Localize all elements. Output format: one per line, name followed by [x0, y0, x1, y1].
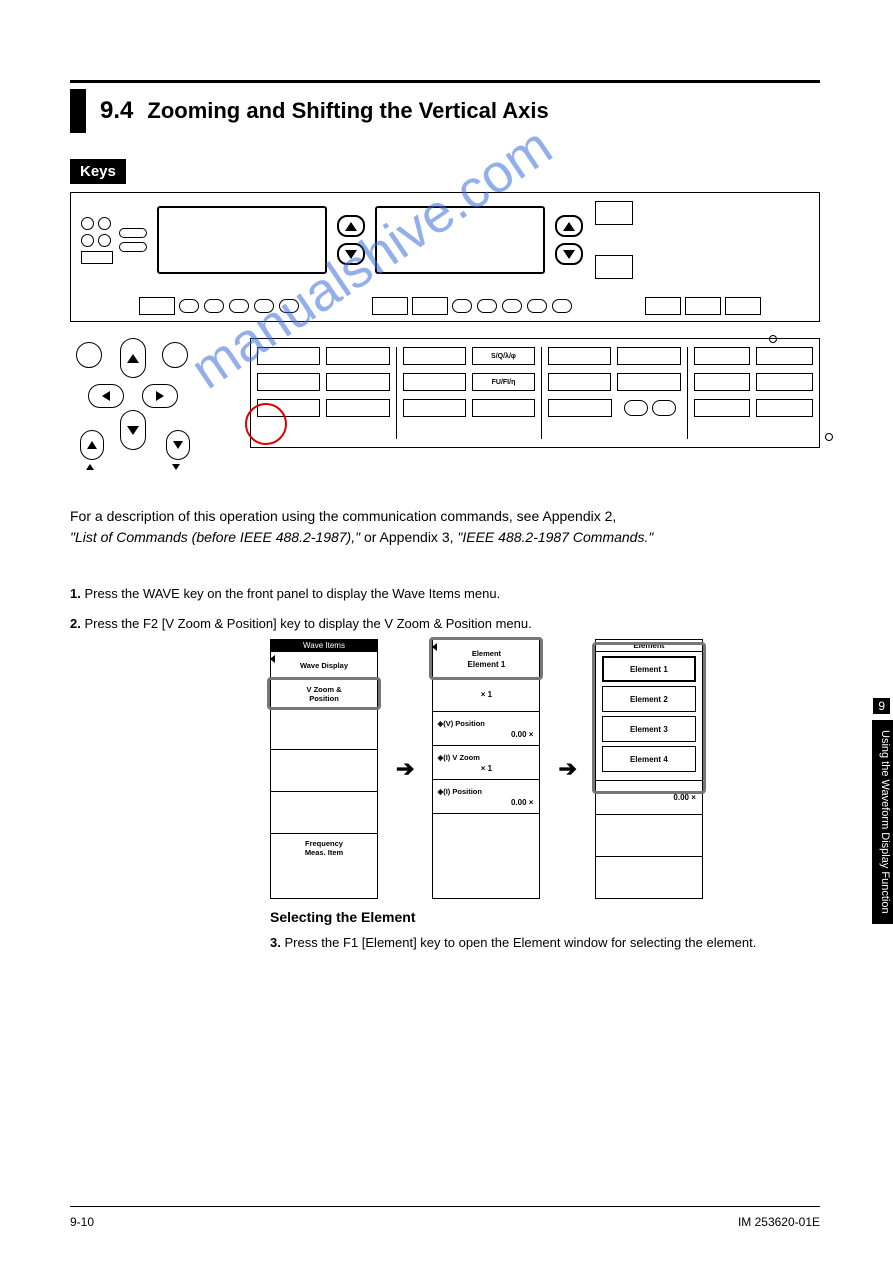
grp2-btn-6[interactable]	[472, 399, 535, 417]
grp4-btn-5[interactable]	[694, 399, 751, 417]
wave-highlight-circle	[245, 403, 287, 445]
grp4-btn-2[interactable]	[756, 347, 813, 365]
grp1-btn-6[interactable]	[326, 399, 389, 417]
grp2-btn-3[interactable]	[403, 373, 466, 391]
menu1-vzoom-position[interactable]: V Zoom &Position	[271, 680, 377, 708]
menu2-i-position[interactable]: ◈(I) Position 0.00 ×	[433, 780, 539, 814]
menu-flow: Wave Items Wave Display V Zoom &Position…	[270, 639, 820, 899]
grp4-btn-1[interactable]	[694, 347, 751, 365]
menu1-empty-1	[271, 708, 377, 750]
grp2-btn-1[interactable]	[403, 347, 466, 365]
step3-num: 3.	[270, 935, 281, 950]
sqlp-button[interactable]: S/Q/λ/φ	[472, 347, 535, 365]
menu2-empty	[433, 814, 539, 856]
page-footer: 9-10 IM 253620-01E	[70, 1215, 820, 1229]
title-block	[70, 89, 86, 133]
up-b-button[interactable]	[555, 215, 583, 237]
top-right-btn-1[interactable]	[595, 201, 633, 225]
step3-text: Press the F1 [Element] key to open the E…	[284, 935, 756, 950]
proc-intro-1: For a description of this operation usin…	[70, 508, 616, 524]
section-number: 9.4	[100, 97, 133, 125]
front-panel-bottom: S/Q/λ/φ FU/FI/η	[70, 338, 820, 478]
selecting-element-heading: Selecting the Element	[270, 909, 820, 925]
element-4[interactable]: Element 4	[602, 746, 696, 772]
grp4-btn-3[interactable]	[694, 373, 751, 391]
step1-text: Press the WAVE key on the front panel to…	[84, 586, 500, 601]
doc-id: IM 253620-01E	[738, 1215, 820, 1229]
chapter-number-tab: 9	[873, 698, 890, 714]
menu2-vzoom[interactable]: × 1	[433, 678, 539, 712]
menu1-wave-display[interactable]: Wave Display	[271, 652, 377, 680]
vzoom-menu: Element Element 1 × 1 ◈(V) Position 0.00…	[432, 639, 540, 899]
grp4-btn-4[interactable]	[756, 373, 813, 391]
element-2[interactable]: Element 2	[602, 686, 696, 712]
grp1-btn-1[interactable]	[257, 347, 320, 365]
menu1-freq-meas[interactable]: FrequencyMeas. Item	[271, 834, 377, 862]
fufi-button[interactable]: FU/FI/η	[472, 373, 535, 391]
page-number: 9-10	[70, 1215, 94, 1229]
grp3-btn-1[interactable]	[548, 347, 611, 365]
document-page: 9.4 Zooming and Shifting the Vertical Ax…	[70, 80, 820, 950]
display-a	[157, 206, 327, 274]
wave-items-menu: Wave Items Wave Display V Zoom &Position…	[270, 639, 378, 899]
grp1-btn-4[interactable]	[326, 373, 389, 391]
function-button-groups: S/Q/λ/φ FU/FI/η	[250, 338, 820, 448]
step2-text: Press the F2 [V Zoom & Position] key to …	[84, 616, 531, 631]
menu2-element[interactable]: Element Element 1	[433, 640, 539, 678]
section-title: Zooming and Shifting the Vertical Axis	[147, 98, 548, 124]
top-rule	[70, 80, 820, 83]
element-3[interactable]: Element 3	[602, 716, 696, 742]
proc-intro-em1: "List of Commands (before IEEE 488.2-198…	[70, 529, 360, 545]
up-a-button[interactable]	[337, 215, 365, 237]
cursor-knob-area	[70, 338, 240, 478]
chapter-title-tab: Using the Waveform Display Function	[872, 720, 893, 924]
grp3-btn-4[interactable]	[617, 373, 680, 391]
procedure-text: For a description of this operation usin…	[70, 506, 820, 633]
menu3-empty-1	[596, 815, 702, 857]
arrow-icon-2: ➔	[558, 756, 576, 782]
grp3-btn-3[interactable]	[548, 373, 611, 391]
proc-intro-mid: or Appendix 3,	[364, 529, 454, 545]
grp3-btn-2[interactable]	[617, 347, 680, 365]
grp3-btn-5[interactable]	[548, 399, 612, 417]
proc-intro-em2: "IEEE 488.2-1987 Commands."	[457, 529, 653, 545]
front-panel-top	[70, 192, 820, 322]
grp1-btn-2[interactable]	[326, 347, 389, 365]
keys-label: Keys	[70, 159, 126, 184]
step2-num: 2.	[70, 616, 81, 631]
element-1[interactable]: Element 1	[602, 656, 696, 682]
menu1-title: Wave Items	[271, 640, 377, 652]
step1-num: 1.	[70, 586, 81, 601]
display-b	[375, 206, 545, 274]
menu1-empty-3	[271, 792, 377, 834]
grp1-btn-3[interactable]	[257, 373, 320, 391]
menu3-title: Element	[596, 640, 702, 652]
element-menu: Element Element 1 Element 2 Element 3 El…	[595, 639, 703, 899]
arrow-icon-1: ➔	[396, 756, 414, 782]
grp2-btn-5[interactable]	[403, 399, 466, 417]
menu1-empty-2	[271, 750, 377, 792]
grp4-btn-6[interactable]	[756, 399, 813, 417]
footer-rule	[70, 1206, 820, 1207]
menu2-i-vzoom[interactable]: ◈(I) V Zoom × 1	[433, 746, 539, 780]
top-right-btn-2[interactable]	[595, 255, 633, 279]
menu2-v-position[interactable]: ◈(V) Position 0.00 ×	[433, 712, 539, 746]
down-a-button[interactable]	[337, 243, 365, 265]
down-b-button[interactable]	[555, 243, 583, 265]
menu3-val: 0.00 ×	[596, 781, 702, 815]
section-title-bar: 9.4 Zooming and Shifting the Vertical Ax…	[70, 89, 820, 133]
